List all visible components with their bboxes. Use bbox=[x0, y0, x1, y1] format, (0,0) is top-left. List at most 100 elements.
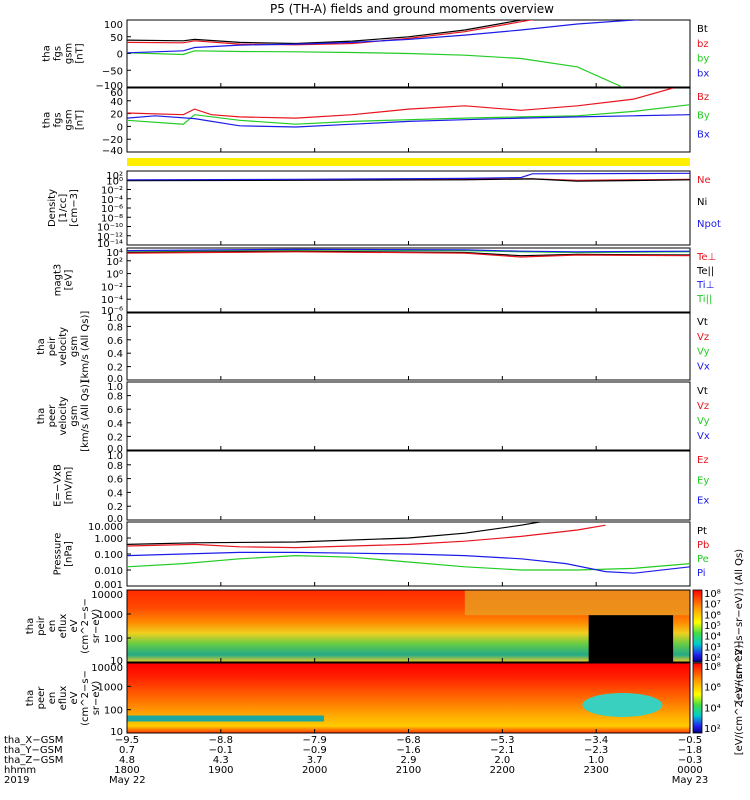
y-tick-label: 1.0 bbox=[107, 382, 123, 393]
y-tick-label: 0.010 bbox=[94, 566, 123, 577]
legend-entry: Bt bbox=[697, 24, 708, 35]
x-axis: tha_X−GSMtha_Y−GSMtha_Z−GSMhhmm2019−9.50… bbox=[4, 735, 708, 786]
y-tick-label: 10.000 bbox=[88, 522, 123, 533]
legend-entry: Ti|| bbox=[696, 294, 712, 305]
y-axis-label: sr−eV) bbox=[91, 681, 102, 716]
series-line-bx bbox=[127, 20, 643, 54]
x-axis-tick-label: 1.0 bbox=[588, 755, 604, 766]
y-axis-label: fgs bbox=[53, 112, 64, 127]
colorbar-tick-label: 10⁴ bbox=[704, 632, 721, 643]
x-axis-tick-label: 2200 bbox=[490, 765, 515, 776]
y-axis-label: gsm bbox=[64, 109, 75, 130]
colorbar-tick-label: 10⁴ bbox=[704, 703, 721, 714]
y-tick-label: 10⁻⁸ bbox=[101, 213, 123, 224]
y-tick-label: 10 bbox=[110, 656, 123, 667]
y-axis-label: velocity bbox=[58, 327, 69, 366]
y-tick-label: 0.6 bbox=[107, 405, 123, 416]
panel-1: 100 50 0 −50 −100 tha fgs gsm [nT] Bt bz by bx bbox=[42, 19, 709, 92]
colorbar bbox=[692, 589, 703, 663]
spectrogram-band bbox=[464, 590, 690, 616]
y-tick-label: 100 bbox=[104, 706, 123, 717]
y-tick-label: 0.8 bbox=[107, 392, 123, 403]
panel-frame bbox=[126, 450, 691, 521]
y-tick-label: 50 bbox=[110, 33, 123, 44]
legend-entry: Pe bbox=[697, 554, 709, 565]
y-axis-label: eV bbox=[69, 619, 80, 632]
y-tick-label: 0.4 bbox=[107, 419, 123, 430]
series-line-Te|| bbox=[127, 250, 690, 257]
colorbar-tick-label: 10⁶ bbox=[704, 683, 721, 694]
y-axis-label: E=−VxB bbox=[53, 464, 64, 507]
y-tick-label: 60 bbox=[110, 88, 123, 99]
panel-frame bbox=[126, 247, 691, 313]
y-axis-label: tha bbox=[42, 45, 53, 61]
x-axis-tick-label: −1.8 bbox=[678, 745, 702, 756]
panel-frame bbox=[126, 312, 691, 381]
y-tick-label: 0.8 bbox=[107, 461, 123, 472]
series-line-Ni bbox=[127, 178, 690, 182]
x-axis-tick-label: 4.8 bbox=[119, 755, 135, 766]
y-axis-label: tha bbox=[36, 408, 47, 424]
y-tick-label: 1000 bbox=[98, 610, 123, 621]
series-line-Bx bbox=[127, 114, 690, 128]
y-tick-label: 0.0 bbox=[107, 514, 123, 525]
series-line-Ti⊥ bbox=[127, 248, 690, 253]
y-tick-label: −20 bbox=[102, 135, 123, 146]
y-axis-label: magt3 bbox=[53, 264, 64, 297]
y-axis-label: en bbox=[47, 620, 58, 633]
y-tick-label: 1.0 bbox=[107, 451, 123, 462]
y-tick-label: 10⁻⁶ bbox=[101, 306, 123, 317]
x-axis-row-label: tha_Z−GSM bbox=[4, 755, 63, 766]
y-tick-label: 10⁰ bbox=[106, 270, 123, 281]
series-line-Pe bbox=[127, 554, 690, 571]
x-axis-tick-label: −5.3 bbox=[490, 735, 514, 746]
y-tick-label: 1.000 bbox=[94, 534, 123, 545]
x-axis-row-label: 2019 bbox=[4, 775, 29, 786]
y-axis-label: gsm bbox=[64, 43, 75, 64]
x-axis-tick-label: −0.1 bbox=[209, 745, 233, 756]
legend-entry: bx bbox=[697, 68, 709, 79]
x-axis-tick-label: −0.9 bbox=[303, 745, 327, 756]
series-line-By bbox=[127, 104, 690, 125]
series-line-bz bbox=[127, 20, 534, 46]
legend-entry: Vx bbox=[697, 361, 710, 372]
y-axis-label: velocity bbox=[58, 396, 69, 435]
legend-entry: Te|| bbox=[696, 266, 714, 277]
y-axis-label: peir bbox=[36, 615, 47, 635]
legend-entry: Bz bbox=[697, 92, 709, 103]
y-tick-label: −40 bbox=[102, 146, 123, 157]
y-tick-label: 0.2 bbox=[107, 502, 123, 513]
x-axis-row-label: tha_Y−GSM bbox=[4, 745, 63, 756]
y-axis-label: [nT] bbox=[75, 43, 86, 63]
y-axis-label: [km/s (All Qs)] bbox=[80, 311, 91, 383]
y-axis-label: gsm bbox=[69, 405, 80, 426]
y-tick-label: 10⁻¹⁰ bbox=[97, 223, 123, 234]
y-tick-label: 100 bbox=[104, 634, 123, 645]
y-tick-label: 1000 bbox=[98, 682, 123, 693]
y-tick-label: 0.4 bbox=[107, 349, 123, 360]
x-axis-tick-label: 0.7 bbox=[119, 745, 135, 756]
y-tick-label: 0.0 bbox=[107, 374, 123, 385]
y-axis-label: peir bbox=[47, 336, 58, 356]
legend-entry: Vt bbox=[697, 386, 708, 397]
x-axis-tick-label: 2000 bbox=[302, 765, 327, 776]
legend-entry: Ti⊥ bbox=[696, 280, 714, 291]
legend-entry: Ey bbox=[697, 475, 709, 486]
y-axis-label: sr−eV) bbox=[91, 609, 102, 644]
colorbar bbox=[692, 662, 703, 734]
series-line-Bt bbox=[127, 20, 525, 45]
y-tick-label: 0.2 bbox=[107, 363, 123, 374]
colorbar-tick-label: 10⁷ bbox=[704, 600, 721, 611]
x-axis-tick-label: May 23 bbox=[672, 775, 709, 786]
panel-7: 1.00.8 0.6 0.4 0.20.0 tha peer velocity gsm [km/… bbox=[36, 380, 710, 455]
y-axis-label: en bbox=[47, 692, 58, 705]
colorbar-tick-label: 10⁵ bbox=[704, 621, 721, 632]
x-axis-tick-label: −0.3 bbox=[678, 755, 702, 766]
y-axis-label: [eV] bbox=[64, 270, 75, 291]
series-line-Pt bbox=[127, 522, 544, 545]
legend-entry: Ne bbox=[697, 175, 711, 186]
x-axis-tick-label: −3.4 bbox=[584, 735, 608, 746]
